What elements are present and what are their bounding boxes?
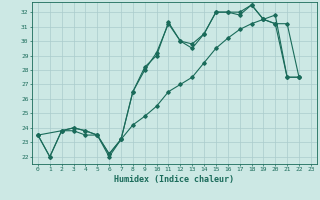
X-axis label: Humidex (Indice chaleur): Humidex (Indice chaleur)	[115, 175, 234, 184]
